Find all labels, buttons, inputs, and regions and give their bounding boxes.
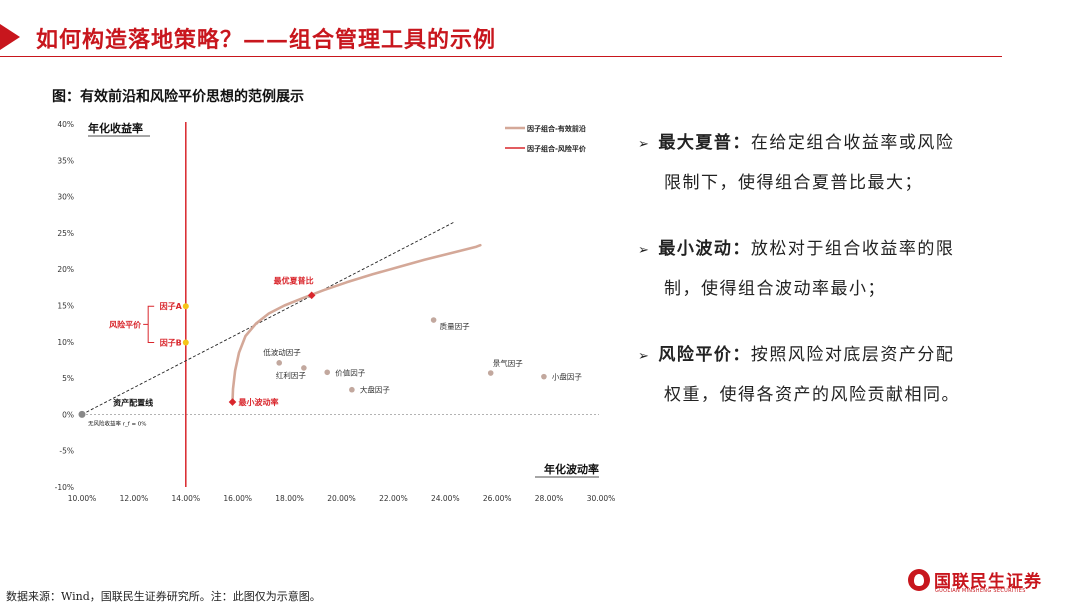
factor-point xyxy=(301,365,307,371)
bullet-text: 放松对于组合收益率的限 xyxy=(750,239,955,259)
company-logo: 国联民生证券 GUOLIAN MINSHENG SECURITIES xyxy=(908,567,1050,595)
factor-point xyxy=(541,373,547,380)
bullet-text: 在给定组合收益率或风险 xyxy=(750,133,955,153)
capital-allocation-line xyxy=(81,221,455,415)
bullet-text: 按照风险对底层资产分配 xyxy=(750,345,955,365)
bullet-max-sharpe: ➢ 最大夏普：在给定组合收益率或风险 限制下，使得组合夏普比最大； xyxy=(638,124,1018,202)
x-tick-label: 16.00% xyxy=(223,494,252,503)
source-footnote: 数据来源：Wind，国联民生证券研究所。注：此图仅为示意图。 xyxy=(6,590,321,603)
special-point-diamond xyxy=(228,398,237,406)
logo-subtext: GUOLIAN MINSHENG SECURITIES xyxy=(935,588,1026,594)
x-tick-label: 10.00% xyxy=(68,494,97,503)
arrow-bullet-icon: ➢ xyxy=(638,349,651,364)
max-sharpe-label: 最优夏普比 xyxy=(274,275,314,285)
x-tick-label: 26.00% xyxy=(483,494,512,503)
bullet-head: 风险平价： xyxy=(658,345,751,365)
y-tick-label: 5% xyxy=(62,374,74,383)
arrow-bullet-icon: ➢ xyxy=(638,243,651,258)
bullet-head: 最小波动： xyxy=(658,239,751,259)
bullet-head: 最大夏普： xyxy=(658,133,751,153)
bullet-risk-parity: ➢ 风险平价：按照风险对底层资产分配 权重，使得各资产的风险贡献相同。 xyxy=(638,336,1018,414)
y-tick-label: 20% xyxy=(57,265,74,274)
y-tick-label: -5% xyxy=(59,447,74,456)
title-arrow-icon xyxy=(0,24,20,50)
factor-label: 质量因子 xyxy=(440,321,470,331)
y-tick-label: 25% xyxy=(57,229,74,238)
bullet-text-cont: 限制下，使得组合夏普比最大； xyxy=(664,173,923,193)
title-divider xyxy=(0,56,1002,57)
arrow-bullet-icon: ➢ xyxy=(638,137,651,152)
x-tick-label: 20.00% xyxy=(327,494,356,503)
risk-parity-group-label: 风险平价 xyxy=(109,319,142,329)
x-tick-label: 30.00% xyxy=(587,494,616,503)
bullet-min-vol: ➢ 最小波动：放松对于组合收益率的限 制，使得组合波动率最小； xyxy=(638,230,1018,308)
risk-parity-point xyxy=(182,303,189,310)
legend-label: 因子组合-风险平价 xyxy=(527,144,587,153)
x-tick-label: 12.00% xyxy=(120,494,149,503)
x-tick-label: 24.00% xyxy=(431,494,460,503)
factor-point xyxy=(324,369,331,376)
min-vol-label: 最小波动率 xyxy=(239,397,279,407)
x-tick-label: 14.00% xyxy=(171,494,200,503)
risk-free-label: 无风险收益率 r_f = 0% xyxy=(88,419,147,427)
y-axis-title: 年化收益率 xyxy=(88,121,143,135)
page-title: 如何构造落地策略？——组合管理工具的示例 xyxy=(36,27,497,53)
bullet-text-cont: 制，使得组合波动率最小； xyxy=(664,279,886,299)
logo-text: 国联民生证券 xyxy=(934,572,1042,592)
factor-point xyxy=(349,386,355,393)
risk-parity-point-label: 因子A xyxy=(160,302,183,311)
factor-label: 大盘因子 xyxy=(360,385,390,395)
factor-point xyxy=(487,370,494,376)
factor-point xyxy=(276,360,283,366)
y-tick-label: 0% xyxy=(62,410,74,419)
x-tick-label: 28.00% xyxy=(535,494,564,503)
figure-caption: 图：有效前沿和风险平价思想的范例展示 xyxy=(52,89,304,105)
y-tick-label: 30% xyxy=(57,193,74,202)
frontier-chart: -10% -5% 0% 5% 10% 15% 20% 25% 30% 35% 40% 10.00% 12… xyxy=(55,120,616,503)
y-tick-label: 10% xyxy=(57,338,74,347)
risk-parity-point-label: 因子B xyxy=(160,339,182,348)
y-tick-label: 35% xyxy=(57,156,74,165)
legend-label: 因子组合-有效前沿 xyxy=(527,124,586,133)
risk-parity-point xyxy=(182,339,189,346)
efficient-frontier-curve xyxy=(231,243,482,404)
capital-allocation-label: 资产配置线 xyxy=(113,398,153,408)
special-point-diamond xyxy=(307,291,316,300)
risk-free-point xyxy=(78,410,86,418)
y-tick-label: 40% xyxy=(57,120,74,129)
x-axis-title: 年化波动率 xyxy=(544,462,599,476)
factor-label: 小盘因子 xyxy=(552,372,582,382)
bullet-list: ➢ 最大夏普：在给定组合收益率或风险 限制下，使得组合夏普比最大； ➢ 最小波动：放… xyxy=(638,124,1018,442)
x-tick-label: 22.00% xyxy=(379,494,408,503)
y-tick-label: 15% xyxy=(57,302,74,311)
factor-label: 景气因子 xyxy=(493,358,523,368)
y-tick-label: -10% xyxy=(55,483,74,492)
logo-mark-icon xyxy=(908,569,930,591)
factor-label: 低波动因子 xyxy=(263,347,301,357)
risk-parity-bracket xyxy=(143,305,155,344)
x-tick-label: 18.00% xyxy=(275,494,304,503)
factor-label: 红利因子 xyxy=(276,370,306,380)
bullet-text-cont: 权重，使得各资产的风险贡献相同。 xyxy=(664,385,960,405)
factor-point xyxy=(430,317,437,323)
factor-label: 价值因子 xyxy=(335,367,365,377)
